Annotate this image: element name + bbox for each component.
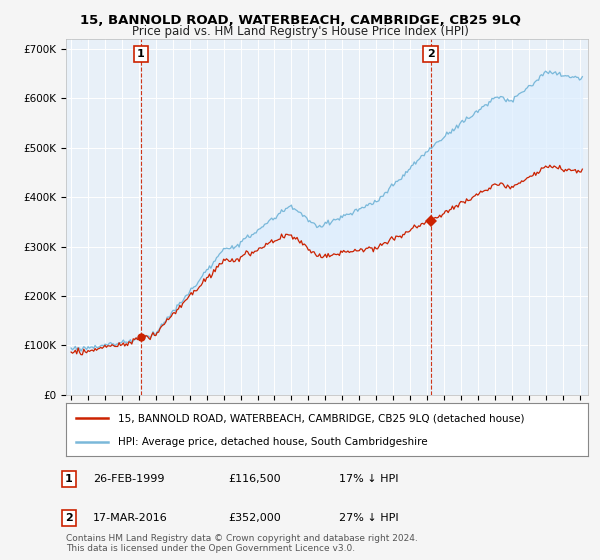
Text: 1: 1 [137,49,145,59]
Text: £352,000: £352,000 [228,513,281,523]
Text: £116,500: £116,500 [228,474,281,484]
Text: 15, BANNOLD ROAD, WATERBEACH, CAMBRIDGE, CB25 9LQ: 15, BANNOLD ROAD, WATERBEACH, CAMBRIDGE,… [80,14,520,27]
Text: 17-MAR-2016: 17-MAR-2016 [93,513,168,523]
Text: Contains HM Land Registry data © Crown copyright and database right 2024.
This d: Contains HM Land Registry data © Crown c… [66,534,418,553]
Text: 17% ↓ HPI: 17% ↓ HPI [339,474,398,484]
Text: Price paid vs. HM Land Registry's House Price Index (HPI): Price paid vs. HM Land Registry's House … [131,25,469,38]
Text: 15, BANNOLD ROAD, WATERBEACH, CAMBRIDGE, CB25 9LQ (detached house): 15, BANNOLD ROAD, WATERBEACH, CAMBRIDGE,… [118,413,525,423]
Text: HPI: Average price, detached house, South Cambridgeshire: HPI: Average price, detached house, Sout… [118,436,428,446]
Text: 2: 2 [65,513,73,523]
Text: 2: 2 [427,49,434,59]
Text: 26-FEB-1999: 26-FEB-1999 [93,474,164,484]
Text: 1: 1 [65,474,73,484]
Text: 27% ↓ HPI: 27% ↓ HPI [339,513,398,523]
